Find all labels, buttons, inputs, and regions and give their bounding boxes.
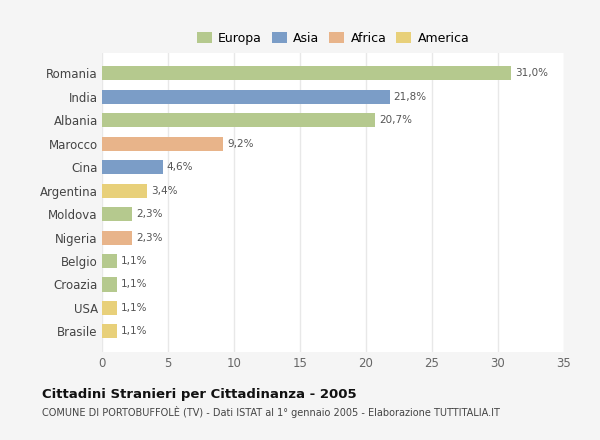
Bar xyxy=(102,113,375,127)
Text: 4,6%: 4,6% xyxy=(167,162,193,172)
Text: 2,3%: 2,3% xyxy=(136,233,163,242)
Bar xyxy=(102,207,133,221)
Bar xyxy=(102,301,116,315)
Bar xyxy=(102,66,511,81)
Bar xyxy=(102,160,163,174)
Text: 2,3%: 2,3% xyxy=(136,209,163,219)
Text: 9,2%: 9,2% xyxy=(227,139,254,149)
Text: 1,1%: 1,1% xyxy=(121,303,147,313)
Bar xyxy=(102,254,116,268)
Bar xyxy=(102,324,116,338)
Bar xyxy=(102,90,390,104)
Text: 31,0%: 31,0% xyxy=(515,69,548,78)
Text: 3,4%: 3,4% xyxy=(151,186,178,196)
Bar xyxy=(102,137,223,151)
Bar xyxy=(102,231,133,245)
Text: 20,7%: 20,7% xyxy=(379,115,412,125)
Text: 1,1%: 1,1% xyxy=(121,326,147,336)
Text: 21,8%: 21,8% xyxy=(394,92,427,102)
Bar xyxy=(102,278,116,292)
Text: 1,1%: 1,1% xyxy=(121,256,147,266)
Text: 1,1%: 1,1% xyxy=(121,279,147,290)
Bar xyxy=(102,183,147,198)
Text: COMUNE DI PORTOBUFFOLÈ (TV) - Dati ISTAT al 1° gennaio 2005 - Elaborazione TUTTI: COMUNE DI PORTOBUFFOLÈ (TV) - Dati ISTAT… xyxy=(42,406,500,418)
Text: Cittadini Stranieri per Cittadinanza - 2005: Cittadini Stranieri per Cittadinanza - 2… xyxy=(42,388,356,401)
Legend: Europa, Asia, Africa, America: Europa, Asia, Africa, America xyxy=(194,29,472,47)
